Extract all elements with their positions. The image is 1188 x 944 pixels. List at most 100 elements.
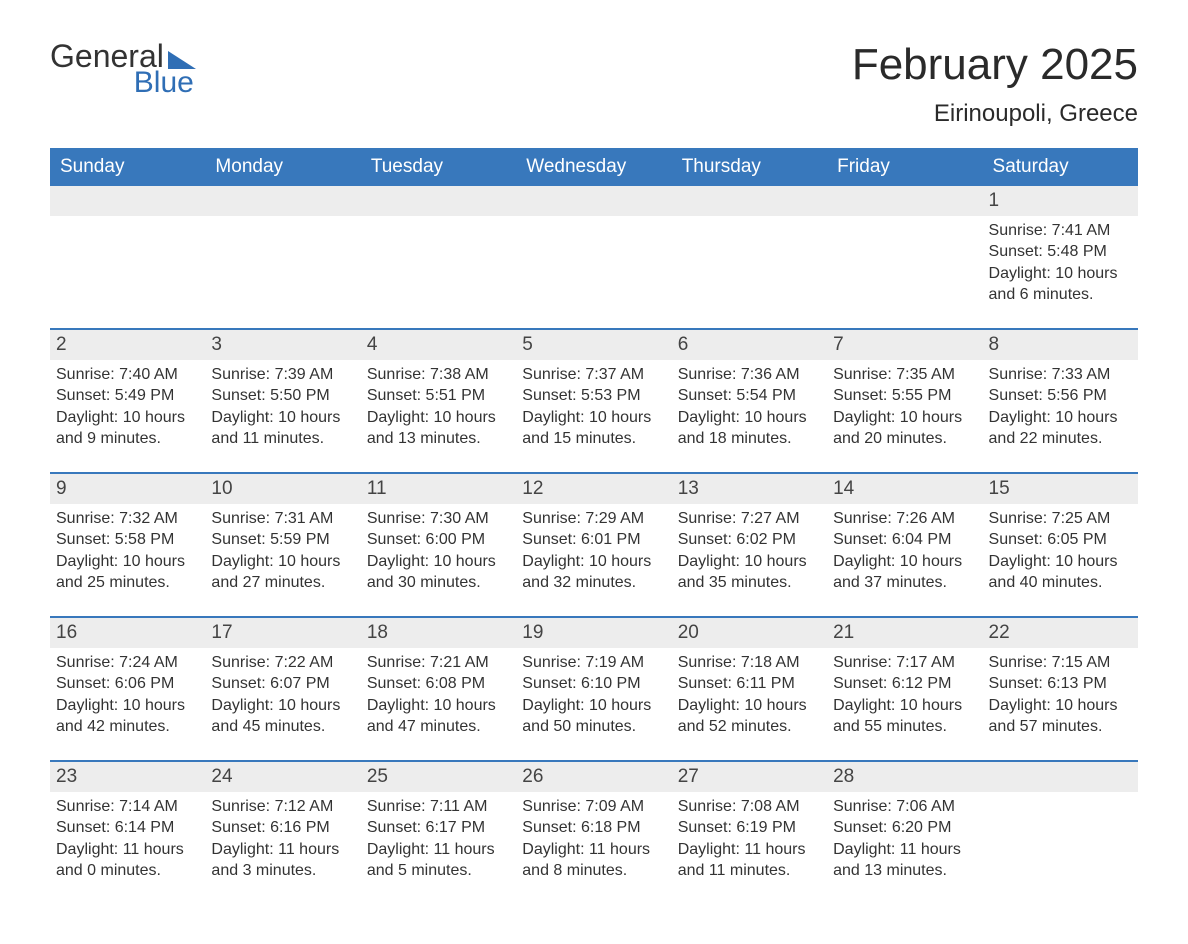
day-number: 11 <box>361 474 516 504</box>
calendar-table: Sunday Monday Tuesday Wednesday Thursday… <box>50 148 1138 904</box>
day-number: 20 <box>672 618 827 648</box>
logo-triangle-icon <box>168 51 196 69</box>
cell-sunset: Sunset: 5:49 PM <box>56 385 195 407</box>
cell-sunset: Sunset: 5:58 PM <box>56 529 195 551</box>
cell-daylight1: Daylight: 11 hours <box>56 839 195 861</box>
cell-daylight2: and 42 minutes. <box>56 716 195 738</box>
day-number: 7 <box>827 330 982 360</box>
title-block: February 2025 Eirinoupoli, Greece <box>852 40 1138 128</box>
calendar-body: 1Sunrise: 7:41 AMSunset: 5:48 PMDaylight… <box>50 186 1138 904</box>
cell-daylight1: Daylight: 11 hours <box>833 839 972 861</box>
cell-sunrise: Sunrise: 7:37 AM <box>522 364 661 386</box>
calendar-cell: 15Sunrise: 7:25 AMSunset: 6:05 PMDayligh… <box>983 473 1138 617</box>
calendar-cell <box>672 186 827 329</box>
cell-daylight1: Daylight: 11 hours <box>678 839 817 861</box>
day-number: 9 <box>50 474 205 504</box>
cell-daylight2: and 3 minutes. <box>211 860 350 882</box>
cell-daylight2: and 40 minutes. <box>989 572 1128 594</box>
cell-daylight2: and 20 minutes. <box>833 428 972 450</box>
cell-sunrise: Sunrise: 7:30 AM <box>367 508 506 530</box>
cell-daylight2: and 15 minutes. <box>522 428 661 450</box>
cell-daylight1: Daylight: 10 hours <box>367 551 506 573</box>
cell-daylight1: Daylight: 10 hours <box>522 407 661 429</box>
col-thursday: Thursday <box>672 148 827 186</box>
cell-sunrise: Sunrise: 7:40 AM <box>56 364 195 386</box>
cell-daylight2: and 55 minutes. <box>833 716 972 738</box>
cell-daylight2: and 30 minutes. <box>367 572 506 594</box>
cell-sunset: Sunset: 5:50 PM <box>211 385 350 407</box>
cell-daylight1: Daylight: 10 hours <box>522 695 661 717</box>
cell-sunset: Sunset: 6:04 PM <box>833 529 972 551</box>
calendar-cell: 23Sunrise: 7:14 AMSunset: 6:14 PMDayligh… <box>50 761 205 904</box>
cell-daylight1: Daylight: 10 hours <box>56 407 195 429</box>
calendar-cell <box>361 186 516 329</box>
cell-daylight2: and 9 minutes. <box>56 428 195 450</box>
calendar-week-row: 1Sunrise: 7:41 AMSunset: 5:48 PMDaylight… <box>50 186 1138 329</box>
calendar-cell: 19Sunrise: 7:19 AMSunset: 6:10 PMDayligh… <box>516 617 671 761</box>
calendar-cell: 5Sunrise: 7:37 AMSunset: 5:53 PMDaylight… <box>516 329 671 473</box>
cell-sunrise: Sunrise: 7:17 AM <box>833 652 972 674</box>
cell-daylight2: and 11 minutes. <box>678 860 817 882</box>
day-number: 21 <box>827 618 982 648</box>
col-friday: Friday <box>827 148 982 186</box>
cell-sunrise: Sunrise: 7:32 AM <box>56 508 195 530</box>
day-number: 6 <box>672 330 827 360</box>
calendar-cell: 2Sunrise: 7:40 AMSunset: 5:49 PMDaylight… <box>50 329 205 473</box>
cell-sunset: Sunset: 5:48 PM <box>989 241 1128 263</box>
cell-daylight1: Daylight: 10 hours <box>522 551 661 573</box>
cell-daylight2: and 11 minutes. <box>211 428 350 450</box>
cell-sunset: Sunset: 6:07 PM <box>211 673 350 695</box>
cell-sunrise: Sunrise: 7:31 AM <box>211 508 350 530</box>
cell-daylight2: and 35 minutes. <box>678 572 817 594</box>
cell-sunrise: Sunrise: 7:38 AM <box>367 364 506 386</box>
day-number: 10 <box>205 474 360 504</box>
day-number <box>50 186 205 216</box>
cell-daylight2: and 13 minutes. <box>833 860 972 882</box>
col-wednesday: Wednesday <box>516 148 671 186</box>
calendar-week-row: 9 Sunrise: 7:32 AMSunset: 5:58 PM Daylight… <box>50 473 1138 617</box>
day-number: 13 <box>672 474 827 504</box>
cell-daylight1: Daylight: 10 hours <box>367 695 506 717</box>
day-number: 1 <box>983 186 1138 216</box>
col-monday: Monday <box>205 148 360 186</box>
day-number <box>361 186 516 216</box>
day-number: 15 <box>983 474 1138 504</box>
cell-sunset: Sunset: 5:51 PM <box>367 385 506 407</box>
calendar-cell: 24Sunrise: 7:12 AMSunset: 6:16 PMDayligh… <box>205 761 360 904</box>
cell-daylight2: and 50 minutes. <box>522 716 661 738</box>
day-number: 17 <box>205 618 360 648</box>
calendar-cell: 13Sunrise: 7:27 AMSunset: 6:02 PMDayligh… <box>672 473 827 617</box>
cell-sunset: Sunset: 5:54 PM <box>678 385 817 407</box>
cell-daylight2: and 45 minutes. <box>211 716 350 738</box>
day-number: 14 <box>827 474 982 504</box>
day-number: 26 <box>516 762 671 792</box>
cell-sunset: Sunset: 6:00 PM <box>367 529 506 551</box>
cell-sunset: Sunset: 6:08 PM <box>367 673 506 695</box>
cell-daylight1: Daylight: 10 hours <box>989 551 1128 573</box>
calendar-cell: 10Sunrise: 7:31 AMSunset: 5:59 PMDayligh… <box>205 473 360 617</box>
calendar-cell: 26Sunrise: 7:09 AMSunset: 6:18 PMDayligh… <box>516 761 671 904</box>
cell-sunset: Sunset: 6:05 PM <box>989 529 1128 551</box>
cell-sunset: Sunset: 6:13 PM <box>989 673 1128 695</box>
calendar-cell: 8Sunrise: 7:33 AMSunset: 5:56 PMDaylight… <box>983 329 1138 473</box>
cell-sunset: Sunset: 6:19 PM <box>678 817 817 839</box>
day-number: 23 <box>50 762 205 792</box>
day-number <box>672 186 827 216</box>
calendar-cell: 18Sunrise: 7:21 AMSunset: 6:08 PMDayligh… <box>361 617 516 761</box>
day-number <box>827 186 982 216</box>
day-number: 27 <box>672 762 827 792</box>
cell-sunrise: Sunrise: 7:21 AM <box>367 652 506 674</box>
cell-sunset: Sunset: 5:55 PM <box>833 385 972 407</box>
day-number: 24 <box>205 762 360 792</box>
cell-sunrise: Sunrise: 7:26 AM <box>833 508 972 530</box>
cell-daylight2: and 32 minutes. <box>522 572 661 594</box>
cell-sunset: Sunset: 5:56 PM <box>989 385 1128 407</box>
cell-daylight2: and 52 minutes. <box>678 716 817 738</box>
page-header: General Blue February 2025 Eirinoupoli, … <box>50 40 1138 128</box>
day-number: 8 <box>983 330 1138 360</box>
day-number <box>516 186 671 216</box>
cell-sunset: Sunset: 6:06 PM <box>56 673 195 695</box>
day-number <box>983 762 1138 792</box>
day-number: 12 <box>516 474 671 504</box>
cell-daylight1: Daylight: 10 hours <box>989 407 1128 429</box>
